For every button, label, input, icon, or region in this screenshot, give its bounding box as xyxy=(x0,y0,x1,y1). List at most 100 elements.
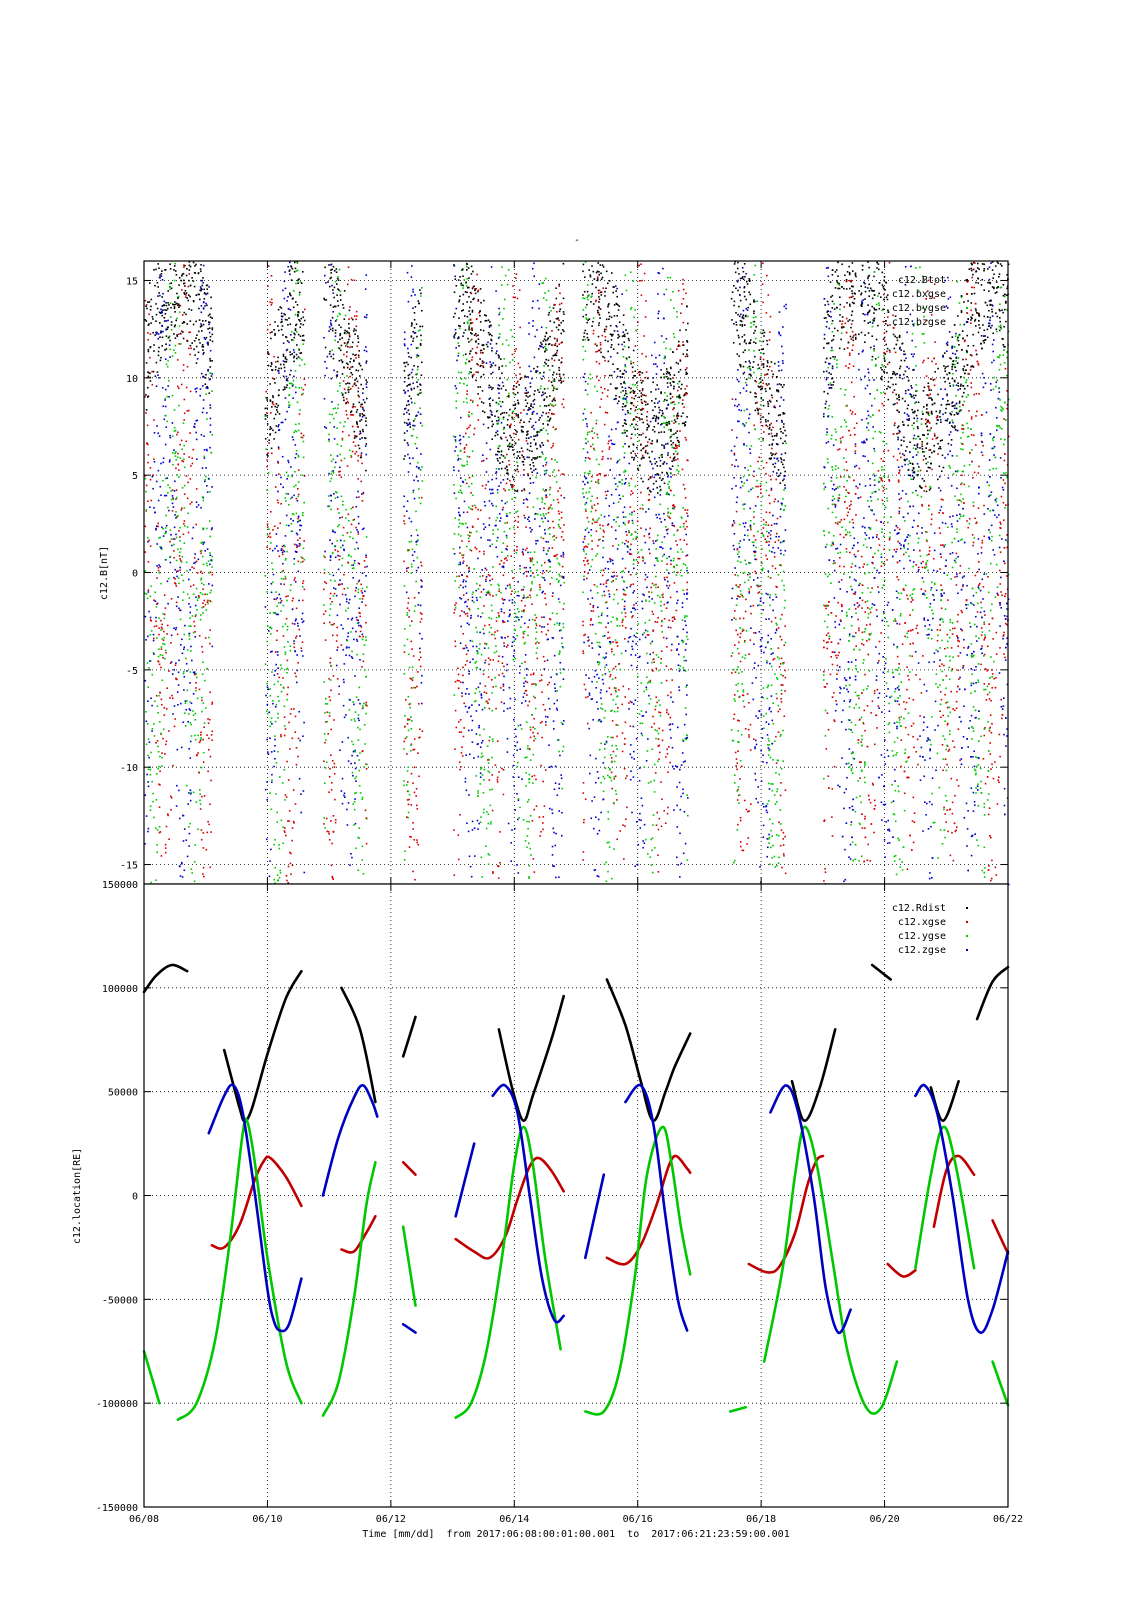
scatter-point-bzgse xyxy=(559,661,562,664)
scatter-point-bzgse xyxy=(194,423,196,425)
scatter-point-btot xyxy=(529,477,531,480)
scatter-point-bzgse xyxy=(539,444,541,446)
scatter-point-btot xyxy=(531,471,533,473)
scatter-point-bzgse xyxy=(454,439,457,441)
scatter-point-bygse xyxy=(562,647,565,649)
scatter-point-bygse xyxy=(285,500,287,502)
scatter-point-bzgse xyxy=(332,353,335,356)
scatter-point-bxgse xyxy=(538,642,540,644)
scatter-point-bxgse xyxy=(184,282,186,284)
scatter-point-bzgse xyxy=(211,373,214,375)
scatter-point-bxgse xyxy=(412,655,415,657)
scatter-point-bxgse xyxy=(488,707,491,710)
scatter-point-bxgse xyxy=(358,496,360,498)
scatter-point-bxgse xyxy=(188,273,191,275)
scatter-point-bxgse xyxy=(359,635,361,638)
scatter-point-bzgse xyxy=(273,674,276,676)
scatter-point-bygse xyxy=(557,523,560,526)
scatter-point-bygse xyxy=(164,649,167,652)
scatter-point-bzgse xyxy=(209,424,212,426)
scatter-point-bxgse xyxy=(522,632,525,635)
scatter-point-bzgse xyxy=(506,584,509,587)
scatter-point-bygse xyxy=(302,392,305,395)
scatter-point-bygse xyxy=(276,874,279,876)
scatter-point-bygse xyxy=(168,335,171,337)
scatter-point-bygse xyxy=(209,490,211,493)
scatter-point-bygse xyxy=(502,318,504,320)
scatter-point-bzgse xyxy=(205,387,208,389)
scatter-point-bxgse xyxy=(267,452,270,454)
scatter-point-btot xyxy=(206,385,208,388)
scatter-point-bxgse xyxy=(464,613,467,615)
scatter-point-bzgse xyxy=(192,526,195,529)
scatter-point-bzgse xyxy=(291,608,294,610)
scatter-point-bzgse xyxy=(180,861,183,864)
scatter-point-bzgse xyxy=(334,335,337,337)
scatter-point-bzgse xyxy=(542,465,545,467)
scatter-point-bxgse xyxy=(483,605,485,607)
scatter-point-bxgse xyxy=(470,319,472,321)
scatter-point-bxgse xyxy=(294,672,296,675)
scatter-point-bygse xyxy=(511,498,513,500)
scatter-point-bxgse xyxy=(560,302,563,305)
scatter-point-bygse xyxy=(168,577,170,580)
scatter-point-bygse xyxy=(294,386,297,389)
scatter-point-btot xyxy=(458,299,461,301)
scatter-point-bxgse xyxy=(410,836,412,838)
scatter-point-bxgse xyxy=(266,523,269,525)
scatter-point-bygse xyxy=(276,811,278,814)
scatter-point-bygse xyxy=(330,477,333,480)
scatter-point-btot xyxy=(174,301,176,303)
scatter-point-bzgse xyxy=(491,502,493,505)
scatter-point-bzgse xyxy=(266,781,268,783)
scatter-point-bzgse xyxy=(506,751,509,753)
scatter-point-btot xyxy=(330,276,332,279)
scatter-point-bygse xyxy=(562,745,565,748)
scatter-point-bygse xyxy=(150,881,152,884)
scatter-point-btot xyxy=(211,333,214,336)
scatter-point-bxgse xyxy=(170,809,172,811)
scatter-point-bygse xyxy=(417,347,420,349)
scatter-point-bxgse xyxy=(198,741,201,744)
scatter-point-bzgse xyxy=(491,478,493,481)
scatter-point-bzgse xyxy=(174,480,176,483)
scatter-point-bygse xyxy=(330,508,332,511)
scatter-point-bygse xyxy=(167,359,169,362)
scatter-point-bxgse xyxy=(207,820,209,823)
scatter-point-btot xyxy=(663,461,666,463)
scatter-point-bzgse xyxy=(541,626,543,628)
scatter-point-bygse xyxy=(479,575,481,578)
scatter-point-bxgse xyxy=(294,577,296,579)
scatter-point-bzgse xyxy=(357,531,359,533)
scatter-point-btot xyxy=(203,298,206,300)
scatter-point-bzgse xyxy=(209,431,212,433)
scatter-point-btot xyxy=(289,323,292,325)
scatter-point-bzgse xyxy=(354,822,357,825)
scatter-point-bzgse xyxy=(533,428,535,430)
scatter-point-bxgse xyxy=(145,412,147,414)
scatter-point-bygse xyxy=(480,768,482,770)
scatter-point-bxgse xyxy=(551,413,554,415)
scatter-point-bxgse xyxy=(202,606,205,608)
scatter-point-bygse xyxy=(529,726,532,728)
scatter-point-btot xyxy=(359,415,361,417)
scatter-point-btot xyxy=(406,422,408,425)
scatter-point-bxgse xyxy=(517,515,520,518)
scatter-point-bzgse xyxy=(516,864,518,866)
scatter-point-bzgse xyxy=(461,480,464,483)
scatter-point-btot xyxy=(531,426,533,428)
scatter-point-bxgse xyxy=(510,593,512,595)
scatter-point-bygse xyxy=(528,820,530,823)
scatter-point-bxgse xyxy=(512,296,515,299)
scatter-point-btot xyxy=(545,412,548,415)
scatter-point-bxgse xyxy=(269,536,272,538)
scatter-point-btot xyxy=(285,336,287,338)
scatter-point-bzgse xyxy=(351,657,354,659)
scatter-point-bxgse xyxy=(274,525,276,527)
scatter-point-bzgse xyxy=(489,488,491,491)
scatter-point-btot xyxy=(541,378,543,380)
scatter-point-bxgse xyxy=(180,509,183,511)
scatter-point-btot xyxy=(482,373,485,376)
scatter-point-bygse xyxy=(331,552,334,555)
scatter-point-bygse xyxy=(171,394,174,397)
